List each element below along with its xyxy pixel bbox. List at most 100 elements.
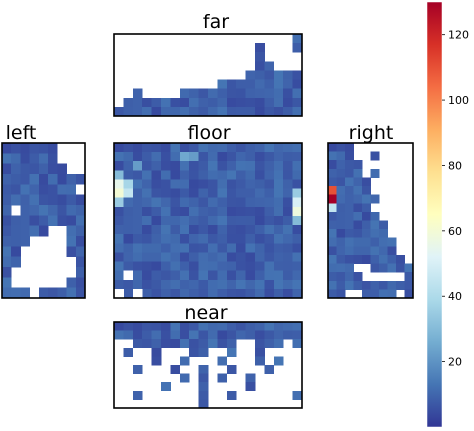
- right-cell: [387, 289, 397, 299]
- left-cell: [2, 143, 12, 154]
- far-cell: [123, 97, 134, 108]
- far-cell: [151, 106, 162, 117]
- floor-cell: [189, 252, 199, 262]
- floor-cell: [198, 215, 209, 226]
- floor-cell: [189, 225, 199, 235]
- left-cell: [29, 153, 40, 165]
- floor-cell: [142, 279, 152, 290]
- far-cell: [273, 79, 284, 90]
- floor-cell: [226, 152, 237, 162]
- far-cell: [217, 97, 228, 108]
- floor-cell: [142, 234, 152, 244]
- far-cell: [151, 97, 162, 108]
- right-cell: [379, 229, 388, 239]
- floor-cell: [283, 243, 293, 253]
- far-cell: [198, 97, 209, 108]
- near-cell: [264, 322, 275, 331]
- floor-cell: [236, 252, 246, 262]
- far-cell: [179, 97, 190, 108]
- floor-cell: [151, 170, 162, 180]
- floor-cell: [151, 243, 162, 253]
- near-cell: [273, 330, 284, 340]
- left-cell: [38, 215, 49, 227]
- floor-cell: [208, 243, 218, 253]
- right-cell: [345, 229, 354, 239]
- floor-cell: [189, 288, 199, 299]
- floor-cell: [170, 143, 181, 153]
- right-cell: [404, 280, 414, 290]
- right-cell: [345, 177, 354, 187]
- floor-cell: [226, 170, 237, 180]
- far-cell: [255, 43, 265, 53]
- floor-cell: [179, 143, 190, 153]
- floor-cell: [226, 143, 237, 153]
- right-cell: [336, 186, 346, 196]
- floor-cell: [273, 270, 284, 281]
- right-cell: [362, 254, 371, 264]
- near-cell: [245, 330, 256, 340]
- floor-cell: [208, 143, 218, 153]
- floor-cell: [170, 243, 181, 253]
- right-cell: [379, 263, 388, 273]
- floor-cell: [189, 234, 199, 244]
- right-cell: [336, 254, 346, 264]
- right-cell: [328, 254, 337, 264]
- colorbar-tick-label: 80: [448, 159, 462, 172]
- floor-cell: [114, 161, 124, 171]
- floor-cell: [114, 252, 124, 262]
- near-cell: [161, 382, 171, 392]
- left-cell: [2, 236, 12, 247]
- floor-cell: [114, 270, 124, 281]
- floor-cell: [292, 161, 303, 171]
- floor-cell: [292, 279, 303, 290]
- left-cell: [48, 287, 58, 299]
- floor-cell: [264, 170, 275, 180]
- left-cell: [2, 287, 12, 299]
- floor-cell: [255, 261, 265, 272]
- floor-cell: [292, 179, 303, 189]
- left-cell: [38, 225, 49, 237]
- far-cell: [255, 61, 265, 71]
- floor-cell: [283, 143, 293, 153]
- right-cell: [370, 220, 380, 230]
- far-cell: [273, 88, 284, 99]
- floor-cell: [283, 288, 293, 299]
- floor-cell: [255, 288, 265, 299]
- left-cell: [66, 225, 77, 237]
- near-cell: [226, 322, 237, 331]
- floor-cell: [161, 243, 171, 253]
- left-cell: [29, 184, 40, 196]
- right-cell: [336, 177, 346, 187]
- right-cell: [345, 143, 354, 153]
- near-cell: [151, 322, 162, 331]
- near-cell: [245, 373, 256, 383]
- floor-cell: [179, 161, 190, 171]
- left-cell: [11, 215, 21, 227]
- floor-cell: [151, 188, 162, 199]
- right-cell: [345, 272, 354, 282]
- floor-cell: [198, 197, 209, 208]
- right-cell: [362, 177, 371, 187]
- far-cell: [236, 97, 246, 108]
- floor-cell: [292, 261, 303, 272]
- floor-cell: [170, 161, 181, 171]
- far-cell: [292, 97, 303, 108]
- near-cell: [226, 365, 237, 374]
- left-cell: [48, 205, 58, 216]
- right-cell: [362, 246, 371, 256]
- floor-cell: [151, 270, 162, 281]
- floor-cell: [217, 152, 228, 162]
- far-cell: [208, 88, 218, 99]
- near-cell: [283, 322, 293, 331]
- right-cell: [353, 272, 363, 282]
- near-cell: [273, 339, 284, 349]
- floor-cell: [161, 261, 171, 272]
- floor-cell: [161, 215, 171, 226]
- right-cell: [336, 168, 346, 178]
- right-cell: [387, 263, 397, 273]
- near-cell: [189, 339, 199, 349]
- floor-cell: [142, 288, 152, 299]
- floor-cell: [179, 188, 190, 199]
- floor-cell: [123, 215, 134, 226]
- far-cell: [217, 79, 228, 90]
